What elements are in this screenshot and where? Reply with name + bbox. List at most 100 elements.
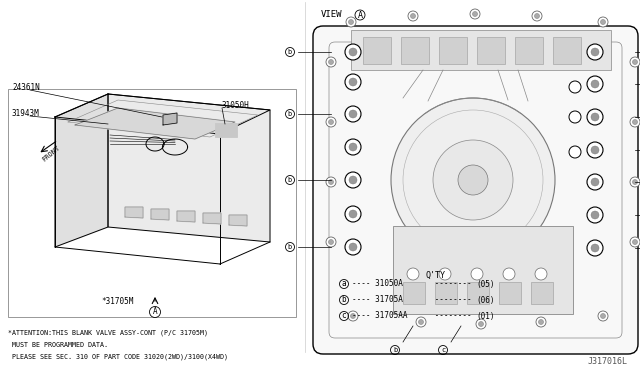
Text: A: A [153,308,157,317]
Text: A: A [358,10,362,19]
Bar [435,282,457,304]
Circle shape [538,320,543,324]
Bar [403,282,425,304]
Circle shape [587,142,603,158]
Text: b: b [288,177,292,183]
Polygon shape [75,108,235,139]
Circle shape [598,311,608,321]
Circle shape [534,13,540,19]
Circle shape [345,139,361,155]
Bar [477,37,505,64]
Circle shape [349,48,357,56]
Circle shape [326,237,336,247]
Circle shape [591,113,599,121]
Circle shape [458,165,488,195]
Bar [515,37,543,64]
Text: --------: -------- [430,295,472,305]
Circle shape [326,117,336,127]
Circle shape [345,106,361,122]
Circle shape [348,311,358,321]
Circle shape [591,146,599,154]
Bar [393,226,573,314]
Bar [499,282,521,304]
Polygon shape [108,94,270,242]
Circle shape [532,11,542,21]
Circle shape [349,78,357,86]
Text: 31050H: 31050H [222,102,250,110]
Circle shape [569,81,581,93]
Circle shape [326,57,336,67]
Bar [363,37,391,64]
Circle shape [587,76,603,92]
Circle shape [346,17,356,27]
Text: FRONT: FRONT [41,145,61,163]
Circle shape [591,80,599,88]
Text: ---- 31705A: ---- 31705A [352,295,403,305]
Bar [351,30,611,70]
Text: a: a [342,279,346,289]
Text: J317016L: J317016L [588,357,628,366]
Text: (06): (06) [476,295,495,305]
Text: b: b [288,49,292,55]
Text: *31705M: *31705M [102,297,134,306]
Circle shape [476,319,486,329]
Circle shape [630,57,640,67]
Circle shape [536,317,546,327]
FancyBboxPatch shape [313,26,638,354]
Text: ---- 31705AA: ---- 31705AA [352,311,408,321]
Polygon shape [163,113,177,125]
Circle shape [351,314,355,318]
Circle shape [345,239,361,255]
Circle shape [535,268,547,280]
Polygon shape [177,211,195,222]
Circle shape [345,172,361,188]
Circle shape [328,60,333,64]
Circle shape [349,176,357,184]
Circle shape [630,237,640,247]
Circle shape [416,317,426,327]
Circle shape [587,207,603,223]
Bar [439,37,467,64]
Circle shape [471,268,483,280]
Circle shape [587,109,603,125]
Text: VIEW: VIEW [321,10,342,19]
Circle shape [600,19,605,25]
Polygon shape [151,209,169,220]
Text: --------: -------- [430,279,472,289]
Circle shape [591,48,599,56]
Circle shape [632,180,637,185]
Circle shape [349,110,357,118]
Circle shape [479,321,483,327]
Text: (05): (05) [476,279,495,289]
Bar [531,282,553,304]
Circle shape [326,177,336,187]
Circle shape [632,60,637,64]
Text: c: c [342,311,346,321]
Circle shape [630,117,640,127]
Bar [215,123,237,137]
Bar [467,282,489,304]
Circle shape [587,174,603,190]
Circle shape [587,240,603,256]
Circle shape [569,146,581,158]
Circle shape [349,143,357,151]
Circle shape [328,240,333,244]
Circle shape [349,210,357,218]
Circle shape [328,119,333,125]
Text: b: b [288,111,292,117]
Circle shape [503,268,515,280]
Circle shape [632,119,637,125]
Text: b: b [342,295,346,305]
Bar [401,37,429,64]
Circle shape [587,44,603,60]
Circle shape [470,9,480,19]
Polygon shape [203,213,221,224]
Polygon shape [125,207,143,218]
Text: 24361N: 24361N [12,83,40,93]
Circle shape [410,13,415,19]
Text: --------: -------- [430,311,472,321]
Circle shape [598,17,608,27]
Circle shape [600,314,605,318]
Text: c: c [441,347,445,353]
Text: (01): (01) [476,311,495,321]
